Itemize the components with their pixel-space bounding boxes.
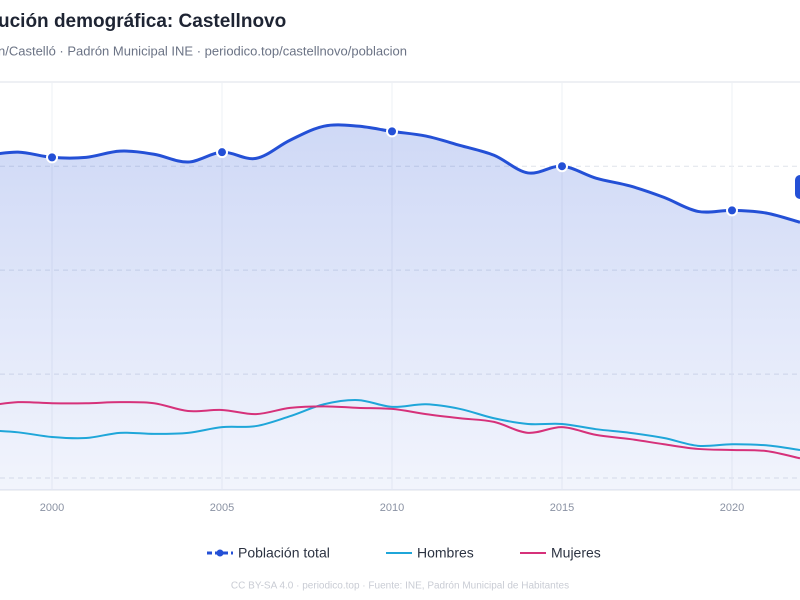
point <box>556 160 569 173</box>
footer: CC BY-SA 4.0 · periodico.top · Fuente: I… <box>231 581 569 592</box>
legend-item: Hombres <box>386 545 474 561</box>
legend-dot <box>216 549 224 557</box>
x-tick-label: 2005 <box>210 502 234 514</box>
x-tick-label: 2010 <box>380 502 404 514</box>
legend-item: Población total <box>207 545 330 561</box>
line <box>0 399 800 451</box>
chart-subtitle: n/Castelló · Padrón Municipal INE · peri… <box>0 43 407 58</box>
legend-label: Población total <box>238 545 330 561</box>
point <box>386 125 399 138</box>
legend-label: Mujeres <box>551 545 601 561</box>
point <box>46 151 59 164</box>
end-label <box>795 175 800 199</box>
legend-label: Hombres <box>417 545 474 561</box>
point <box>726 204 739 217</box>
chart-title: ución demográfica: Castellnovo <box>0 11 286 32</box>
line <box>0 401 800 460</box>
x-tick-label: 2020 <box>720 502 744 514</box>
x-tick-label: 2000 <box>40 502 64 514</box>
x-tick-label: 2015 <box>550 502 574 514</box>
legend-item: Mujeres <box>520 545 601 561</box>
area <box>0 124 800 490</box>
point <box>216 146 229 159</box>
